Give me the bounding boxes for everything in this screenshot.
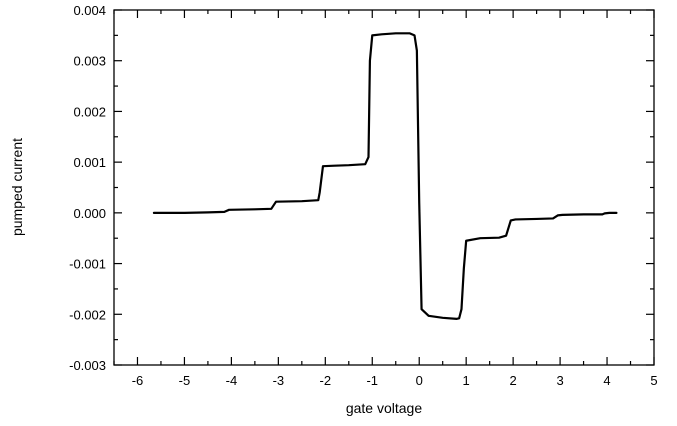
y-tick-label: -0.002 <box>69 307 106 322</box>
x-tick-label: -5 <box>179 373 191 388</box>
y-tick-label: -0.001 <box>69 257 106 272</box>
x-tick-labels: -6 -5 -4 -3 -2 -1 0 1 2 3 4 5 <box>132 373 658 388</box>
y-tick-label: 0.001 <box>73 155 106 170</box>
y-axis-label: pumped current <box>9 138 25 236</box>
x-tick-label: -6 <box>132 373 144 388</box>
x-tick-label: -2 <box>320 373 332 388</box>
plot-area <box>113 9 655 366</box>
axis-ticks <box>113 9 655 366</box>
y-tick-label: 0.004 <box>73 3 106 18</box>
x-tick-label: 2 <box>510 373 517 388</box>
y-tick-label: 0.000 <box>73 206 106 221</box>
x-tick-label: 0 <box>416 373 423 388</box>
x-tick-label: -4 <box>226 373 238 388</box>
x-tick-label: 3 <box>556 373 563 388</box>
x-tick-label: 4 <box>603 373 610 388</box>
y-tick-label: -0.003 <box>69 358 106 373</box>
series-line <box>152 32 618 320</box>
y-tick-labels: -0.003 -0.002 -0.001 0.000 0.001 0.002 0.003 0.… <box>69 3 106 373</box>
y-tick-label: 0.002 <box>73 104 106 119</box>
x-tick-label: 1 <box>463 373 470 388</box>
plot-frame <box>113 9 655 366</box>
x-tick-label: -1 <box>366 373 378 388</box>
x-tick-label: 5 <box>650 373 657 388</box>
x-tick-label: -3 <box>273 373 285 388</box>
x-axis-label: gate voltage <box>346 400 422 416</box>
y-tick-label: 0.003 <box>73 54 106 69</box>
